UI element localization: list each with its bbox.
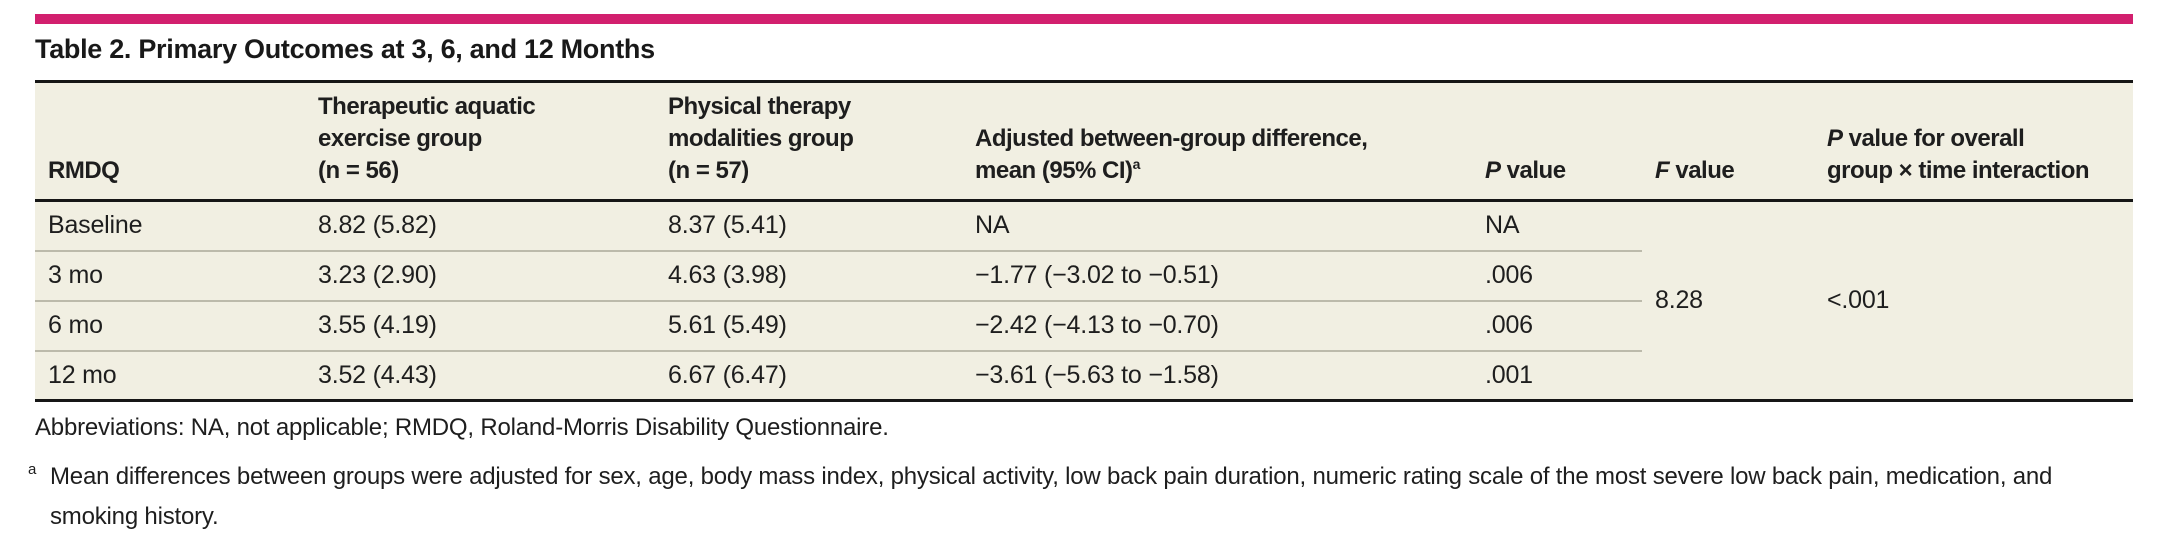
footnote-marker-a: a bbox=[1132, 156, 1141, 172]
header-label: RMDQ bbox=[48, 157, 120, 184]
footnote-a: a Mean differences between groups were a… bbox=[28, 457, 2113, 537]
header-label: mean (95% CI) bbox=[975, 157, 1133, 184]
header-label: Adjusted between-group difference, bbox=[975, 125, 1368, 152]
header-label: modalities group bbox=[668, 125, 854, 152]
header-label: Therapeutic aquatic bbox=[318, 93, 536, 120]
header-label: (n = 56) bbox=[318, 157, 399, 184]
cell-physical: 8.37 (5.41) bbox=[655, 200, 962, 252]
cell-difference: NA bbox=[962, 200, 1472, 252]
header-row: RMDQ Therapeutic aquatic exercise group … bbox=[35, 81, 2133, 202]
header-label: (n = 57) bbox=[668, 157, 749, 184]
cell-physical: 5.61 (5.49) bbox=[655, 300, 962, 352]
header-label: P value for overall bbox=[1827, 123, 2129, 155]
header-cell-difference: Adjusted between-group difference, mean … bbox=[962, 81, 1472, 202]
cell-f-value: 8.28 bbox=[1655, 286, 1703, 314]
italic-p: P bbox=[1485, 157, 1501, 184]
italic-p: P bbox=[1827, 125, 1843, 152]
header-cell-aquatic-group: Therapeutic aquatic exercise group (n = … bbox=[305, 81, 655, 202]
header-label: value for overall bbox=[1842, 125, 2025, 152]
header-cell-p-value: P value bbox=[1472, 81, 1642, 202]
cell-aquatic: 3.52 (4.43) bbox=[318, 360, 437, 389]
cell-physical: 6.67 (6.47) bbox=[668, 360, 787, 389]
cell-aquatic: 3.55 (4.19) bbox=[305, 300, 655, 352]
cell-aquatic: 3.23 (2.90) bbox=[305, 250, 655, 302]
cell-interaction-p-value: <.001 bbox=[1827, 286, 1890, 314]
header-label: F value bbox=[1655, 155, 1810, 187]
header-label: exercise group bbox=[318, 125, 482, 152]
table-title: Table 2. Primary Outcomes at 3, 6, and 1… bbox=[35, 34, 655, 64]
abbreviations-note: Abbreviations: NA, not applicable; RMDQ,… bbox=[35, 414, 889, 441]
footnote-a-marker: a bbox=[28, 461, 37, 478]
header-label: group × time interaction bbox=[1827, 157, 2090, 184]
cell-label: Baseline bbox=[35, 200, 305, 252]
cell-label: 12 mo bbox=[48, 360, 117, 389]
table-row-baseline: Baseline 8.82 (5.82) 8.37 (5.41) NA NA 8… bbox=[35, 200, 2133, 314]
header-label: Physical therapy bbox=[668, 93, 851, 120]
outcomes-table-container: RMDQ Therapeutic aquatic exercise group … bbox=[35, 80, 2133, 402]
cell-label: 6 mo bbox=[35, 300, 305, 352]
italic-f: F bbox=[1655, 157, 1670, 184]
header-label: value bbox=[1500, 157, 1566, 184]
table-row-6mo: 6 mo 3.55 (4.19) 5.61 (5.49) −2.42 (−4.1… bbox=[35, 300, 2133, 352]
header-label: P value bbox=[1485, 155, 1638, 187]
header-cell-interaction: P value for overall group × time interac… bbox=[1814, 81, 2133, 202]
table-row-3mo: 3 mo 3.23 (2.90) 4.63 (3.98) −1.77 (−3.0… bbox=[35, 250, 2133, 302]
footnote-a-text: Mean differences between groups were adj… bbox=[50, 463, 2053, 530]
header-cell-physical-group: Physical therapy modalities group (n = 5… bbox=[655, 81, 962, 202]
cell-p-value: .006 bbox=[1472, 250, 1642, 302]
cell-p-value: NA bbox=[1472, 200, 1642, 252]
header-label: mean (95% CI)a bbox=[975, 155, 1468, 187]
accent-bar bbox=[35, 14, 2133, 24]
cell-physical: 4.63 (3.98) bbox=[655, 250, 962, 302]
header-cell-f-value: F value bbox=[1642, 81, 1814, 202]
outcomes-table: RMDQ Therapeutic aquatic exercise group … bbox=[35, 80, 2133, 402]
table-row-12mo: 12 mo 3.52 (4.43) 6.67 (6.47) −3.61 (−5.… bbox=[35, 351, 2133, 401]
cell-difference: −3.61 (−5.63 to −1.58) bbox=[975, 360, 1219, 389]
cell-label: 3 mo bbox=[35, 250, 305, 302]
cell-p-value: .001 bbox=[1485, 360, 1533, 389]
cell-difference: −2.42 (−4.13 to −0.70) bbox=[962, 300, 1472, 352]
header-label: value bbox=[1669, 157, 1735, 184]
cell-p-value: .006 bbox=[1472, 300, 1642, 352]
cell-difference: −1.77 (−3.02 to −0.51) bbox=[962, 250, 1472, 302]
header-cell-rmdq: RMDQ bbox=[35, 81, 305, 202]
cell-aquatic: 8.82 (5.82) bbox=[305, 200, 655, 252]
